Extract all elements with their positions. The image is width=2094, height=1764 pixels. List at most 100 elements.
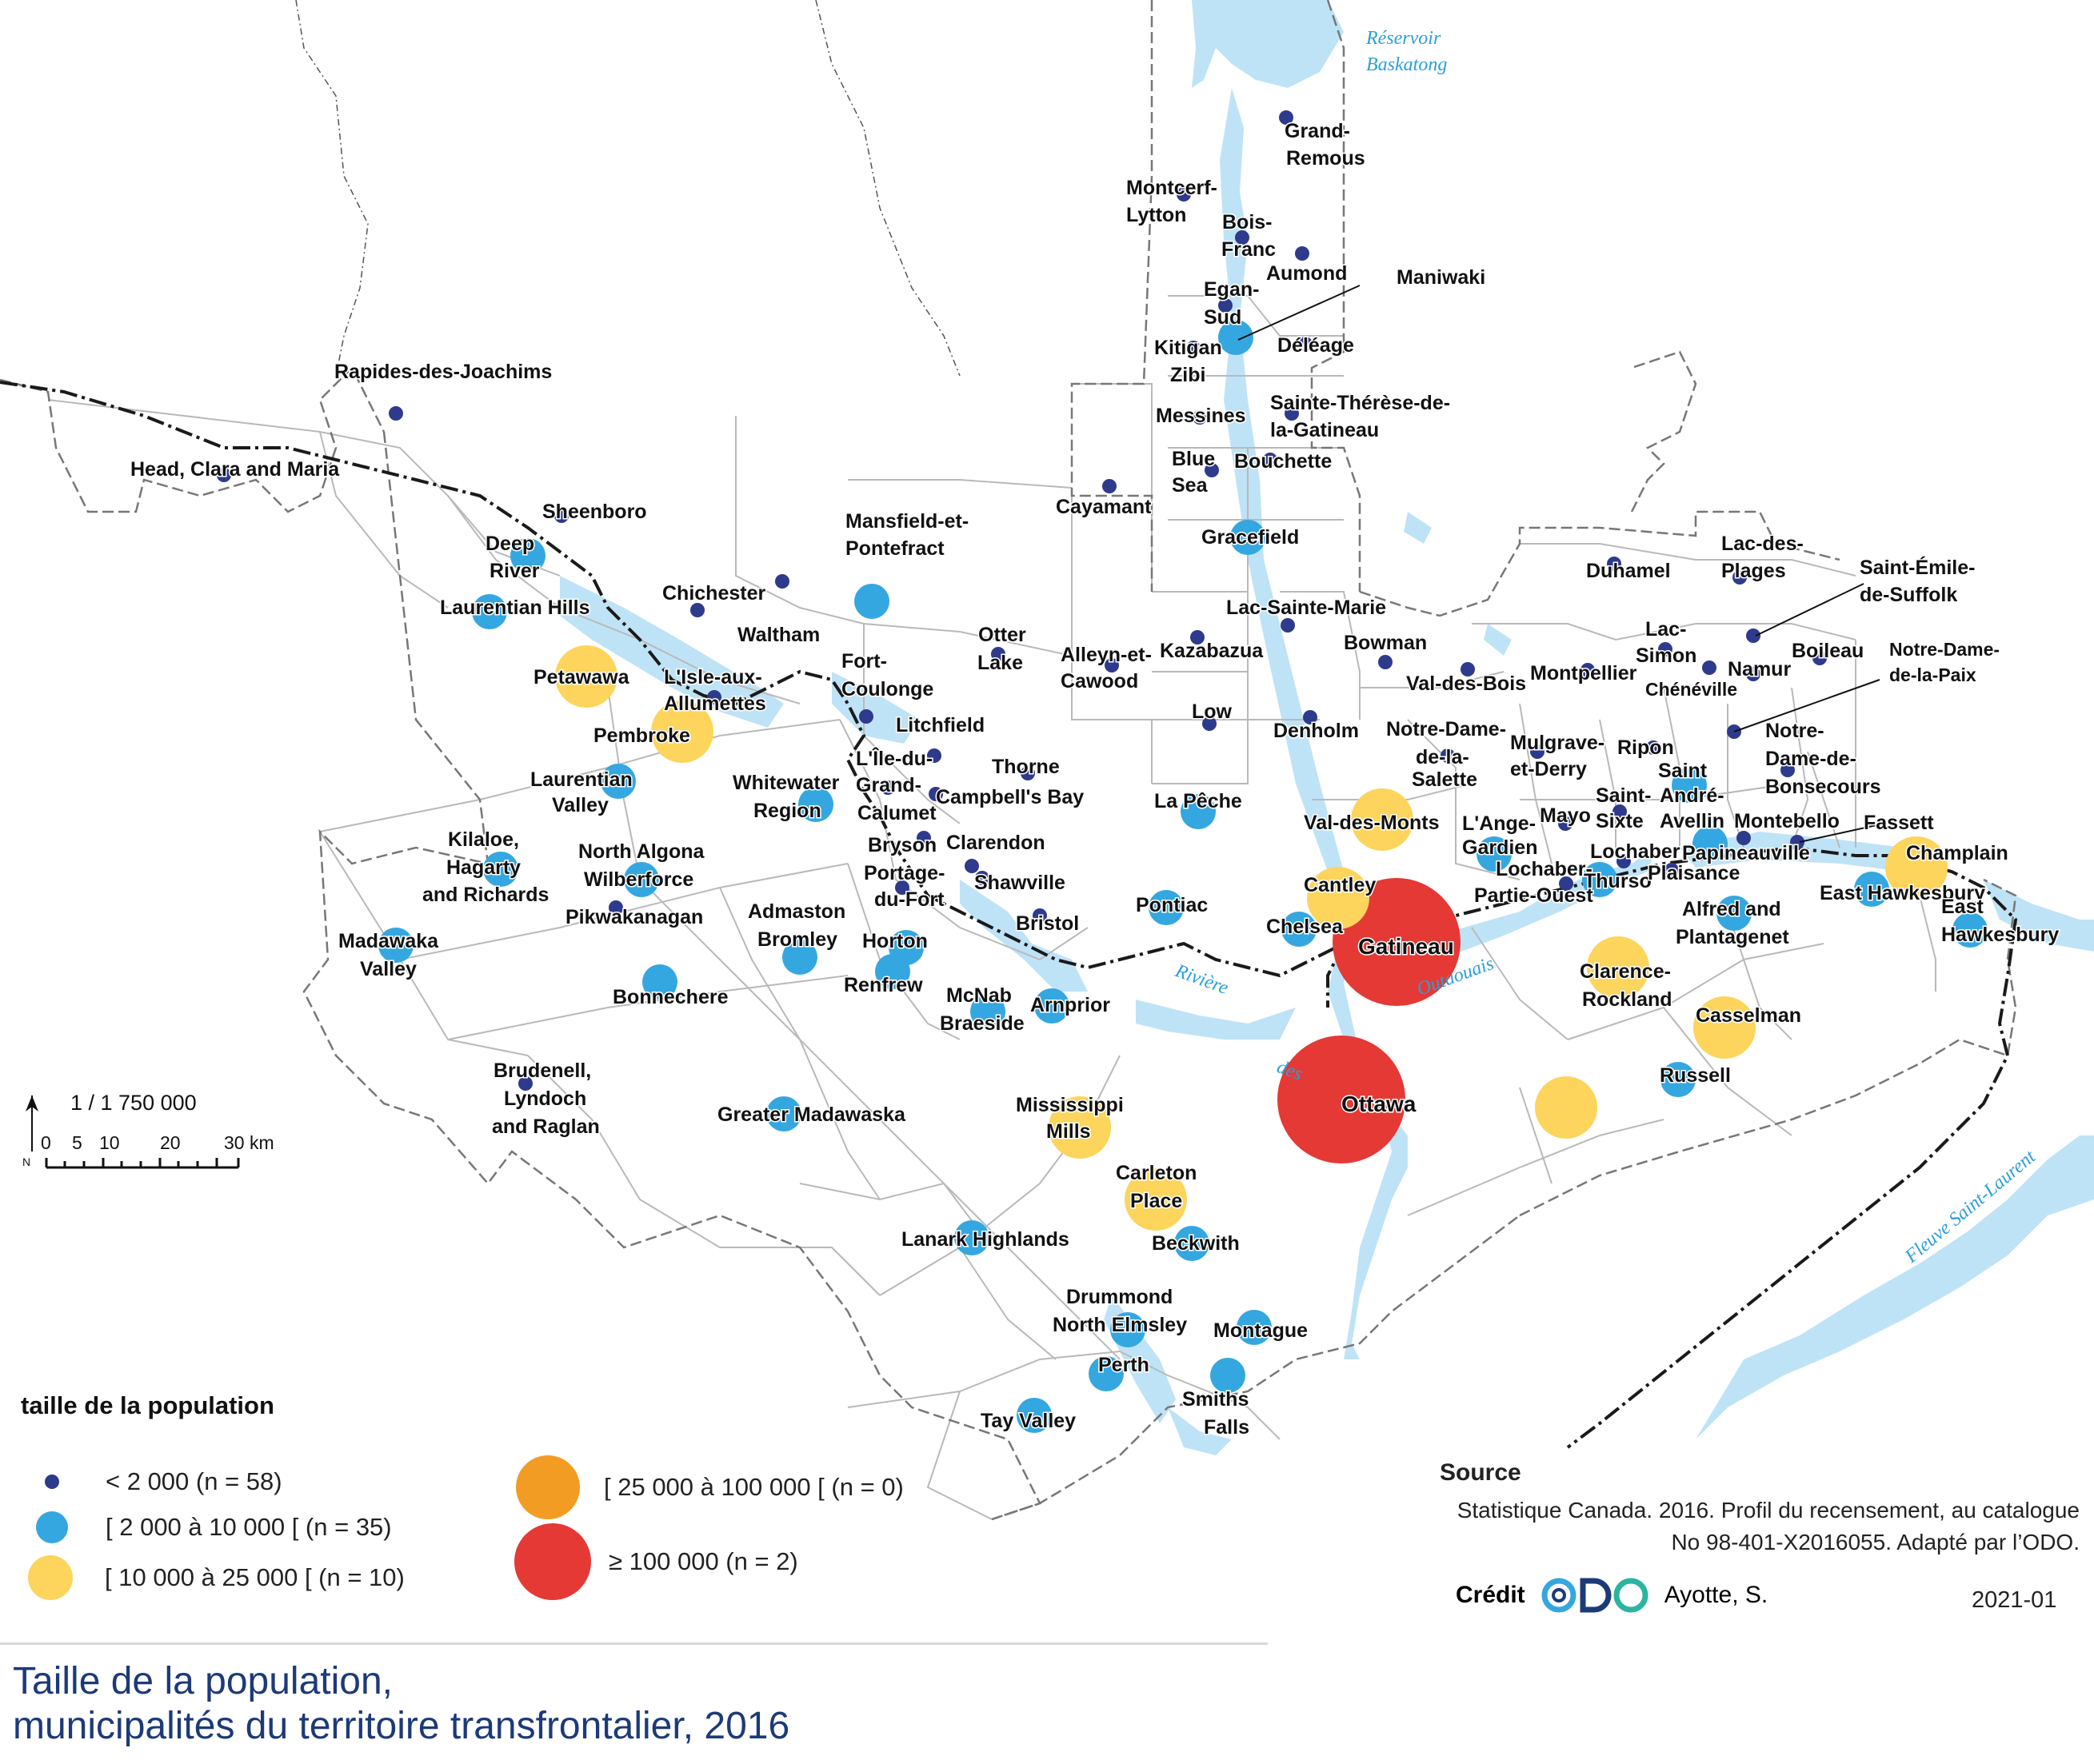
- blue-sea-symbol[interactable]: [1205, 463, 1219, 477]
- thurso-symbol[interactable]: [1582, 862, 1617, 897]
- montague-symbol[interactable]: [1237, 1310, 1272, 1345]
- alleyn-symbol[interactable]: [1105, 658, 1119, 672]
- ripon-symbol[interactable]: [1646, 740, 1660, 755]
- saint-sixte-symbol[interactable]: [1612, 804, 1627, 819]
- mississippi-mills-symbol[interactable]: [1049, 1096, 1111, 1159]
- fassett-symbol[interactable]: [1790, 835, 1804, 849]
- rapides-symbol[interactable]: [389, 406, 403, 421]
- clarendon-symbol[interactable]: [965, 859, 979, 873]
- val-des-monts-symbol[interactable]: [1351, 788, 1413, 851]
- denholm-symbol[interactable]: [1303, 710, 1317, 724]
- greater-madawaska-symbol[interactable]: [766, 1096, 801, 1131]
- brudenell-symbol[interactable]: [518, 1076, 533, 1091]
- pontiac-symbol[interactable]: [1149, 890, 1184, 925]
- pembroke-symbol[interactable]: [651, 700, 713, 763]
- petawawa-symbol[interactable]: [555, 645, 617, 708]
- cheneville-symbol[interactable]: [1702, 661, 1716, 675]
- papineauville-symbol[interactable]: [1692, 826, 1728, 861]
- montcerf-symbol[interactable]: [1177, 187, 1191, 202]
- ottawa-symbol[interactable]: [1277, 1036, 1405, 1163]
- head-clara-symbol[interactable]: [217, 468, 231, 482]
- north-algona-symbol[interactable]: [624, 862, 659, 897]
- east-hawkesbury-symbol[interactable]: [1952, 912, 1988, 948]
- ste-therese-symbol[interactable]: [1285, 406, 1299, 421]
- lac-sainte-marie-symbol[interactable]: [1281, 618, 1295, 633]
- fort-coulonge-symbol[interactable]: [859, 709, 873, 724]
- montpellier-symbol[interactable]: [1580, 663, 1595, 677]
- shawville-symbol[interactable]: [975, 871, 989, 885]
- boileau-symbol[interactable]: [1812, 651, 1827, 665]
- campbells-bay-symbol[interactable]: [929, 787, 943, 801]
- laurentian-valley-symbol[interactable]: [601, 764, 636, 799]
- arnprior-symbol[interactable]: [1034, 988, 1069, 1024]
- grand-remous-symbol[interactable]: [1279, 110, 1293, 125]
- whitewater-symbol[interactable]: [798, 787, 833, 822]
- val-des-bois-symbol[interactable]: [1461, 662, 1475, 676]
- litchfield-symbol[interactable]: [927, 748, 941, 763]
- bois-franc-symbol[interactable]: [1235, 230, 1249, 245]
- hawkesbury-symbol[interactable]: [1885, 836, 1948, 899]
- the-nation-symbol[interactable]: [1693, 996, 1756, 1059]
- namur-symbol[interactable]: [1746, 667, 1760, 681]
- kilaloe-symbol[interactable]: [483, 852, 518, 887]
- mcnab-symbol[interactable]: [970, 994, 1005, 1029]
- low-symbol[interactable]: [1202, 716, 1217, 731]
- egan-sud-symbol[interactable]: [1218, 298, 1233, 313]
- calumet-symbol[interactable]: [881, 780, 895, 795]
- admaston-symbol[interactable]: [782, 940, 817, 975]
- duhamel-symbol[interactable]: [1607, 557, 1621, 571]
- gracefield-symbol[interactable]: [1230, 520, 1265, 555]
- casselman-symbol[interactable]: [1660, 1062, 1696, 1097]
- portage-symbol[interactable]: [895, 880, 909, 895]
- waltham-symbol[interactable]: [690, 603, 705, 617]
- saint-andre-symbol[interactable]: [1672, 768, 1707, 803]
- mulgrave-symbol[interactable]: [1530, 744, 1545, 759]
- mansfield-symbol[interactable]: [854, 584, 889, 619]
- cantley-symbol[interactable]: [1307, 867, 1369, 929]
- deep-river-symbol[interactable]: [510, 538, 545, 573]
- montebello-symbol[interactable]: [1736, 831, 1751, 845]
- bouchette-symbol[interactable]: [1263, 453, 1277, 467]
- pikwakanagan-symbol[interactable]: [609, 900, 623, 915]
- sheenboro-symbol[interactable]: [554, 509, 569, 523]
- madawaska-valley-symbol[interactable]: [378, 928, 414, 963]
- la-peche-symbol[interactable]: [1181, 794, 1216, 829]
- st-emile-symbol[interactable]: [1746, 629, 1760, 643]
- renfrew-symbol[interactable]: [875, 954, 910, 989]
- cayamant-symbol[interactable]: [1102, 479, 1117, 493]
- clarence-rockland-symbol[interactable]: [1587, 936, 1649, 999]
- carleton-place-symbol[interactable]: [1125, 1168, 1187, 1231]
- champlain-symbol[interactable]: [1854, 872, 1889, 907]
- alfred-symbol[interactable]: [1716, 896, 1752, 931]
- kazabazua-symbol[interactable]: [1190, 630, 1205, 645]
- deleage-symbol[interactable]: [1298, 337, 1313, 351]
- lochaber-symbol[interactable]: [1616, 854, 1631, 868]
- maniwaki-symbol[interactable]: [1218, 320, 1253, 355]
- perth-symbol[interactable]: [1089, 1356, 1124, 1391]
- chichester-symbol[interactable]: [775, 574, 789, 589]
- laurentian-hills-symbol[interactable]: [472, 594, 507, 629]
- lange-gardien-symbol[interactable]: [1477, 836, 1512, 872]
- isle-aux-allumettes-symbol[interactable]: [707, 690, 721, 704]
- notre-dame-salette-symbol[interactable]: [1441, 748, 1455, 763]
- bonnechere-symbol[interactable]: [642, 964, 677, 1000]
- kitigan-symbol[interactable]: [1186, 341, 1201, 355]
- bryson-symbol[interactable]: [917, 831, 931, 845]
- chelsea-symbol[interactable]: [1281, 912, 1317, 947]
- smiths-falls-symbol[interactable]: [1210, 1358, 1245, 1393]
- drummond-symbol[interactable]: [1110, 1312, 1145, 1347]
- otter-lake-symbol[interactable]: [991, 647, 1005, 661]
- lochaber-ouest-symbol[interactable]: [1559, 876, 1573, 891]
- messines-symbol[interactable]: [1193, 410, 1207, 425]
- lac-simon-symbol[interactable]: [1658, 642, 1672, 657]
- bowman-symbol[interactable]: [1378, 655, 1393, 669]
- lac-des-plages-symbol[interactable]: [1732, 570, 1747, 585]
- plaisance-symbol[interactable]: [1664, 863, 1679, 877]
- aumond-symbol[interactable]: [1295, 246, 1309, 261]
- mayo-symbol[interactable]: [1558, 816, 1572, 831]
- beckwith-symbol[interactable]: [1174, 1226, 1209, 1261]
- bristol-symbol[interactable]: [1033, 908, 1047, 923]
- russell-symbol[interactable]: [1535, 1076, 1597, 1139]
- tay-valley-symbol[interactable]: [1017, 1398, 1052, 1433]
- nd-bonsecours-symbol[interactable]: [1780, 763, 1795, 777]
